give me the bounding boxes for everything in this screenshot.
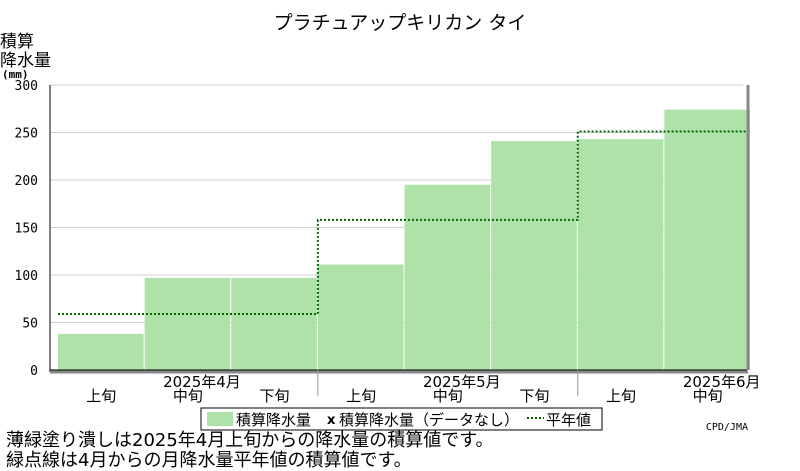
y-tick-label: 250 xyxy=(15,127,38,142)
bar xyxy=(404,184,491,370)
series-normal xyxy=(58,130,751,315)
legend-swatch-green-box xyxy=(207,412,233,426)
x-tick-label: 上旬 xyxy=(346,387,376,405)
y-axis-label-line-1: 積算 xyxy=(0,32,34,52)
bar xyxy=(231,277,317,370)
bar xyxy=(664,109,750,370)
chart-title: プラチュアップキリカン タイ xyxy=(274,12,527,34)
legend-x-mark-icon: x xyxy=(327,413,336,428)
month-label: 2025年5月 xyxy=(423,373,501,391)
x-tick-label: 上旬 xyxy=(606,387,636,405)
x-tick-label: 中旬 xyxy=(173,387,203,405)
normal-line xyxy=(58,130,751,315)
legend-label-accumulated: 積算降水量 xyxy=(236,411,311,429)
y-axis-label-line-2: 降水量 xyxy=(0,51,51,71)
x-tick-label: 下旬 xyxy=(519,387,549,405)
bar xyxy=(577,139,664,370)
y-tick-label: 0 xyxy=(30,364,38,379)
note-line-2: 緑点線は4月からの月降水量平年値の積算値です。 xyxy=(6,450,412,471)
y-tick-label: 100 xyxy=(15,269,38,284)
y-ticks: 0 50 100 150 200 250 300 xyxy=(15,79,38,379)
month-label: 2025年4月 xyxy=(163,373,241,391)
bar xyxy=(58,333,144,370)
month-label: 2025年6月 xyxy=(683,373,761,391)
legend-label-no-data: 積算降水量（データなし） xyxy=(339,411,519,429)
note-line-1: 薄緑塗り潰しは2025年4月上旬からの降水量の積算値です。 xyxy=(6,430,494,451)
x-tick-label: 下旬 xyxy=(260,387,290,405)
x-tick-label: 上旬 xyxy=(86,387,116,405)
credit: CPD/JMA xyxy=(706,422,748,433)
legend-label-normal: 平年値 xyxy=(546,411,591,429)
bar xyxy=(144,277,231,370)
y-axis-unit: (mm) xyxy=(2,68,29,81)
y-tick-label: 50 xyxy=(22,317,38,332)
y-tick-label: 150 xyxy=(15,222,38,237)
x-tick-label: 中旬 xyxy=(693,387,723,405)
legend: 積算降水量 x 積算降水量（データなし） 平年値 xyxy=(200,407,603,431)
series-accumulated-precipitation xyxy=(58,109,750,370)
axes xyxy=(49,85,750,374)
bar xyxy=(491,141,577,370)
y-tick-label: 300 xyxy=(15,79,38,94)
x-tick-label: 中旬 xyxy=(433,387,463,405)
bar xyxy=(317,264,404,370)
legend-frame xyxy=(200,407,603,431)
y-tick-label: 200 xyxy=(15,174,38,189)
